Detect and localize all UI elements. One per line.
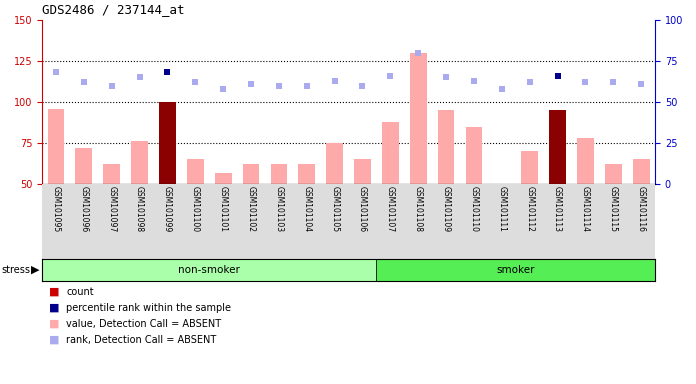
Text: GSM101097: GSM101097 (107, 186, 116, 232)
Text: GSM101100: GSM101100 (191, 186, 200, 232)
Bar (577, 138, 594, 184)
Text: GSM101112: GSM101112 (525, 186, 535, 232)
Text: percentile rank within the sample: percentile rank within the sample (66, 303, 231, 313)
Bar (159, 102, 176, 184)
Text: ■: ■ (49, 335, 59, 345)
Bar (215, 172, 232, 184)
Bar (377, 259, 655, 281)
Bar (131, 141, 148, 184)
Bar (47, 109, 64, 184)
Bar (438, 110, 454, 184)
Bar (187, 159, 204, 184)
Text: GSM101102: GSM101102 (246, 186, 255, 232)
Bar (521, 151, 538, 184)
Bar (605, 164, 622, 184)
Text: GSM101105: GSM101105 (330, 186, 339, 232)
Text: ■: ■ (49, 287, 59, 297)
Text: stress: stress (1, 265, 31, 275)
Text: GSM101098: GSM101098 (135, 186, 144, 232)
Bar (326, 143, 343, 184)
Text: GSM101104: GSM101104 (302, 186, 311, 232)
Bar (549, 110, 566, 184)
Text: GSM101115: GSM101115 (609, 186, 618, 232)
Text: GSM101111: GSM101111 (498, 186, 507, 232)
Bar (42, 259, 377, 281)
Bar (493, 184, 510, 250)
Bar (354, 159, 371, 184)
Text: ■: ■ (49, 303, 59, 313)
Bar (103, 164, 120, 184)
Text: GSM101114: GSM101114 (581, 186, 590, 232)
Text: ■: ■ (49, 319, 59, 329)
Bar (243, 164, 260, 184)
Bar (410, 53, 427, 184)
Bar (633, 159, 649, 184)
Text: value, Detection Call = ABSENT: value, Detection Call = ABSENT (66, 319, 221, 329)
Text: GSM101106: GSM101106 (358, 186, 367, 232)
Text: GSM101107: GSM101107 (386, 186, 395, 232)
Text: GSM101101: GSM101101 (219, 186, 228, 232)
Text: GSM101108: GSM101108 (413, 186, 422, 232)
Text: rank, Detection Call = ABSENT: rank, Detection Call = ABSENT (66, 335, 216, 345)
Text: GSM101103: GSM101103 (274, 186, 283, 232)
Text: GSM101099: GSM101099 (163, 186, 172, 232)
Bar (299, 164, 315, 184)
Text: GSM101113: GSM101113 (553, 186, 562, 232)
Bar (466, 127, 482, 184)
Text: GSM101109: GSM101109 (441, 186, 450, 232)
Text: non-smoker: non-smoker (178, 265, 240, 275)
Bar (75, 148, 92, 184)
Text: smoker: smoker (496, 265, 535, 275)
Text: ▶: ▶ (31, 265, 39, 275)
Text: GSM101095: GSM101095 (52, 186, 61, 232)
Text: GSM101110: GSM101110 (470, 186, 478, 232)
Bar (271, 164, 287, 184)
Text: GDS2486 / 237144_at: GDS2486 / 237144_at (42, 3, 184, 16)
Text: GSM101116: GSM101116 (637, 186, 646, 232)
Bar (382, 122, 399, 184)
Text: count: count (66, 287, 94, 297)
Text: GSM101096: GSM101096 (79, 186, 88, 232)
